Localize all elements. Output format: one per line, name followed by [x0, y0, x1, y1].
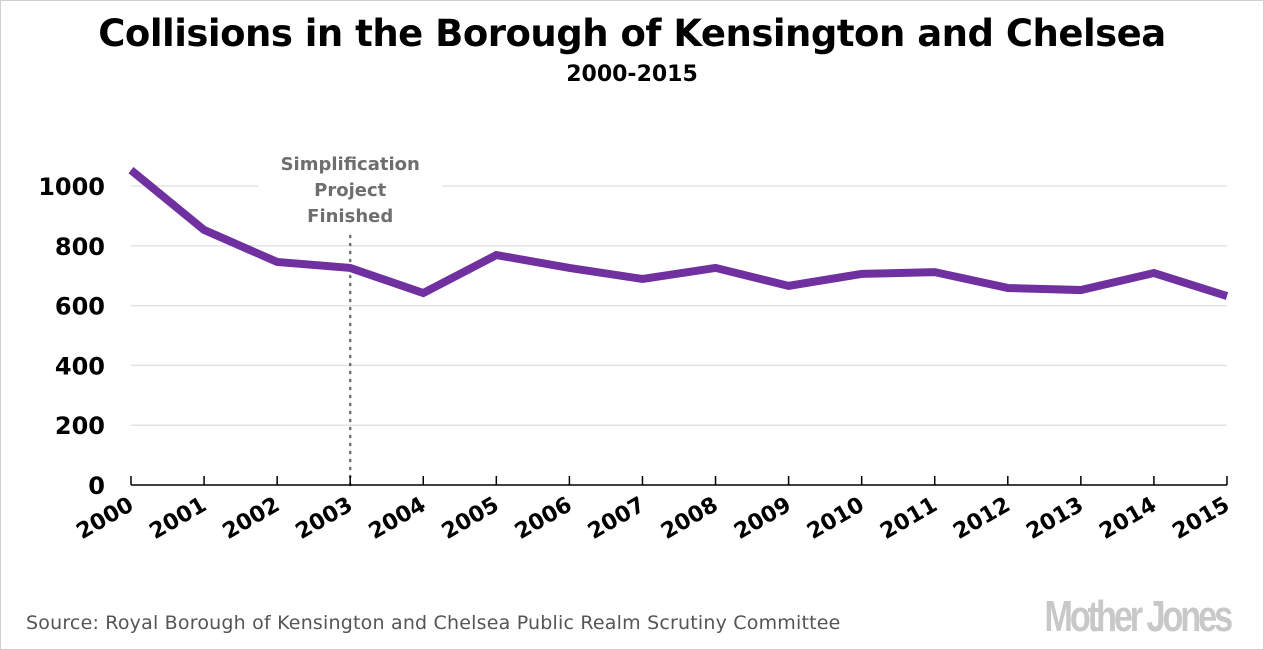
- series-line: [128, 167, 1229, 300]
- gridlines: [131, 185, 1227, 426]
- y-axis-ticks: 0 200 400 600 800 1000: [38, 173, 105, 500]
- x-tick-label: 2002: [219, 493, 285, 545]
- x-tick-label: 2001: [146, 493, 212, 545]
- x-tick-label: 2012: [949, 493, 1015, 545]
- x-tick-label: 2007: [584, 493, 650, 545]
- x-axis: 2000 2001 2002 2003 2004 2005 2006 2007 2008 2009…: [72, 476, 1234, 545]
- annotation-text: Finished: [307, 206, 393, 227]
- x-tick-label: 2003: [292, 493, 358, 545]
- annotation: Simplification Project Finished: [258, 150, 443, 487]
- x-tick-label: 2010: [803, 493, 869, 545]
- series: [128, 167, 1229, 300]
- x-tick-label: 2015: [1168, 493, 1234, 545]
- chart-subtitle: 2000-2015: [566, 62, 698, 87]
- x-tick-label: 2011: [876, 493, 942, 545]
- y-tick-label: 1000: [38, 173, 105, 201]
- x-tick-label: 2009: [730, 493, 796, 545]
- y-tick-label: 0: [88, 472, 105, 500]
- annotation-text: Project: [314, 180, 386, 201]
- x-tick-label: 2000: [72, 493, 138, 545]
- x-tick-label: 2013: [1022, 493, 1088, 545]
- annotation-text: Simplification: [281, 154, 420, 175]
- line-chart: 0 200 400 600 800 1000 Simplification Project F…: [38, 150, 1234, 545]
- y-tick-label: 800: [55, 233, 105, 261]
- x-tick-label: 2005: [438, 493, 504, 545]
- x-tick-label: 2004: [365, 493, 431, 545]
- x-tick-label: 2006: [511, 493, 577, 545]
- annotation-background: [258, 150, 443, 230]
- y-tick-label: 400: [55, 352, 105, 380]
- mother-jones-logo: Mother Jones: [1044, 592, 1233, 641]
- chart-title: Collisions in the Borough of Kensington …: [98, 12, 1166, 55]
- source-note: Source: Royal Borough of Kensington and …: [26, 612, 841, 634]
- x-tick-label: 2008: [657, 493, 723, 545]
- y-tick-label: 200: [55, 412, 105, 440]
- y-tick-label: 600: [55, 293, 105, 321]
- x-tick-label: 2014: [1095, 493, 1161, 545]
